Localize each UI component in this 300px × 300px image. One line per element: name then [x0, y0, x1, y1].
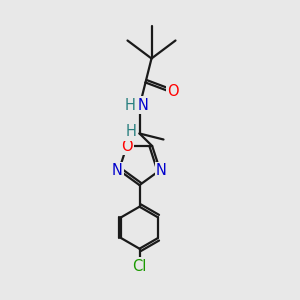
Text: Cl: Cl [132, 259, 147, 274]
Text: H: H [126, 124, 136, 140]
Text: N: N [112, 163, 123, 178]
Text: H: H [125, 98, 136, 112]
Text: O: O [121, 139, 133, 154]
Text: N: N [138, 98, 148, 112]
Text: O: O [167, 84, 179, 99]
Text: N: N [156, 163, 167, 178]
